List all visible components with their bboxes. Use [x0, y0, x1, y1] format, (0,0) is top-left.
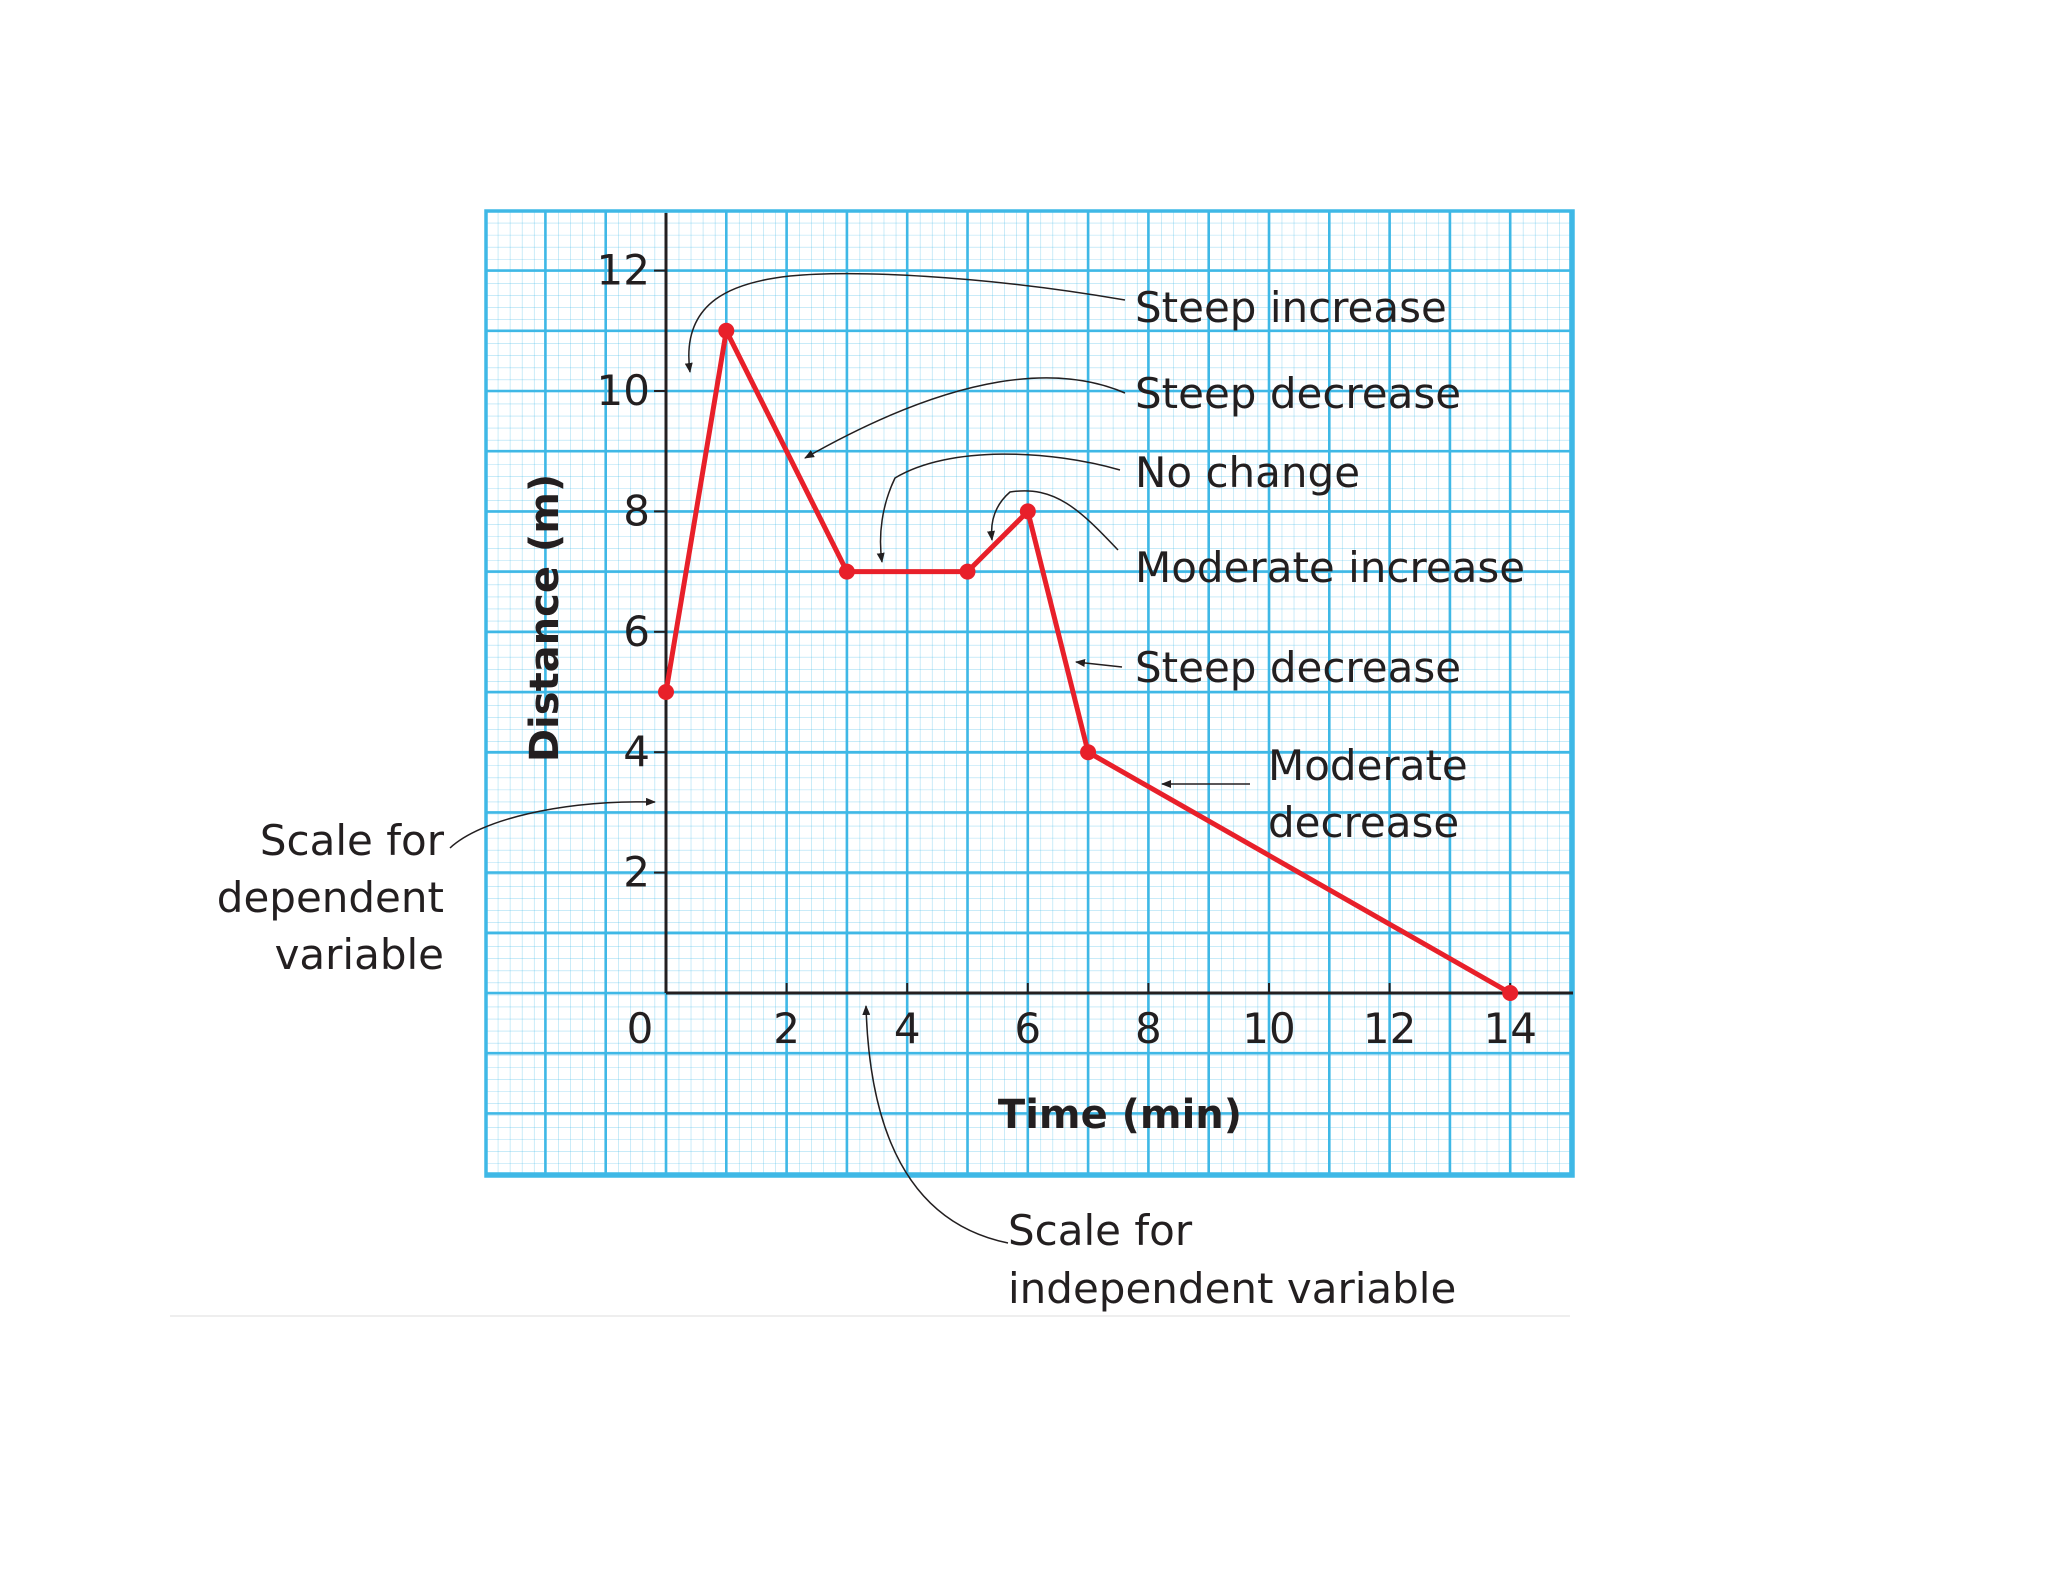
arrow-moderate-increase — [987, 490, 1119, 551]
y-tick-label: 4 — [623, 727, 650, 776]
data-point — [1502, 985, 1519, 1001]
label-line: variable — [275, 930, 444, 979]
x-tick-label: 10 — [1242, 1004, 1295, 1053]
annotation-steep-decrease-1: Steep decrease — [1135, 369, 1461, 418]
data-point — [959, 563, 976, 580]
data-point — [1080, 744, 1097, 761]
data-point — [658, 684, 674, 700]
x-tick-label: 8 — [1135, 1004, 1162, 1053]
x-tick-label: 2 — [773, 1004, 800, 1053]
scale-dependent-label: Scale for dependent variable — [217, 816, 445, 979]
label-line: Moderate — [1268, 741, 1468, 790]
annotation-moderate-decrease: Moderate decrease — [1268, 741, 1468, 847]
y-tick-label: 8 — [623, 486, 650, 535]
y-tick-label: 12 — [597, 246, 650, 295]
axes — [664, 213, 1573, 995]
y-ticks: 2 4 6 8 10 12 — [597, 246, 666, 897]
arrow-steep-decrease-1 — [804, 377, 1126, 459]
grid-border — [484, 209, 1575, 1178]
annotation-no-change: No change — [1135, 448, 1360, 497]
x-tick-label: 14 — [1483, 1004, 1536, 1053]
x-tick-label: 4 — [894, 1004, 921, 1053]
y-tick-label: 10 — [597, 366, 650, 415]
x-axis-title: Time (min) — [998, 1092, 1242, 1138]
data-point — [1019, 503, 1036, 520]
annotation-moderate-increase: Moderate increase — [1135, 543, 1525, 592]
label-line: independent variable — [1008, 1264, 1456, 1313]
data-point — [838, 563, 855, 580]
x-tick-label: 12 — [1363, 1004, 1416, 1053]
y-tick-label: 2 — [623, 848, 650, 897]
bottom-rule — [170, 1315, 1570, 1317]
y-tick-label: 6 — [623, 607, 650, 656]
y-axis-title: Distance (m) — [522, 474, 568, 762]
annotation-arrows — [449, 272, 1250, 1244]
label-line: Scale for — [260, 816, 445, 865]
data-series — [658, 322, 1519, 1001]
arrow-dependent-scale — [449, 797, 656, 849]
data-point — [718, 322, 735, 339]
annotation-steep-increase: Steep increase — [1135, 283, 1447, 332]
x-tick-label: 0 — [627, 1004, 654, 1053]
label-line: Scale for — [1008, 1206, 1193, 1255]
annotation-steep-decrease-2: Steep decrease — [1135, 643, 1461, 692]
label-line: decrease — [1268, 798, 1459, 847]
x-tick-label: 6 — [1014, 1004, 1041, 1053]
x-ticks: 0 2 4 6 8 10 12 14 — [627, 983, 1537, 1053]
arrow-steep-decrease-2 — [1075, 658, 1123, 668]
arrow-no-change — [876, 453, 1121, 563]
arrow-steep-increase — [684, 272, 1126, 373]
text-labels: Time (min) Distance (m) Steep increase S… — [217, 283, 1525, 1313]
arrow-independent-scale — [862, 1005, 1009, 1244]
scale-independent-label: Scale for independent variable — [1008, 1206, 1456, 1313]
label-line: dependent — [217, 873, 444, 922]
